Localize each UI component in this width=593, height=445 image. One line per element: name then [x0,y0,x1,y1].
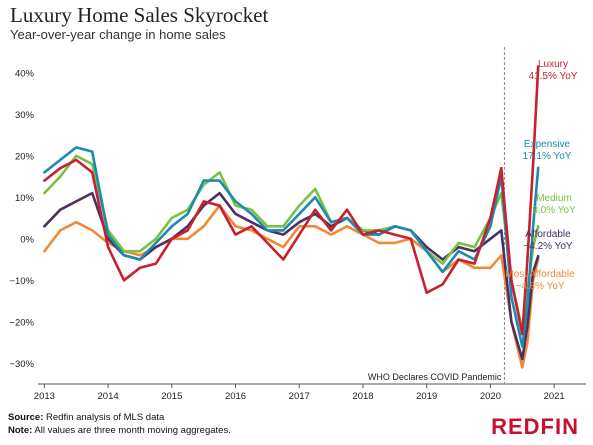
legend-value-medium: 3.0% YoY [532,205,576,216]
chart-subtitle: Year-over-year change in home sales [10,27,226,42]
source-label: Source: [8,412,44,423]
x-tick-label: 2021 [544,391,565,402]
covid-annotation: WHO Declares COVID Pandemic [368,47,505,384]
x-tick-label: 2018 [352,391,373,402]
legend-value-expensive: 17.1% YoY [523,151,572,162]
y-tick-label: 20% [15,151,35,162]
y-tick-label: −30% [9,359,34,370]
source-text: Redfin analysis of MLS data [46,412,165,423]
x-tick-label: 2016 [225,391,246,402]
series-line-medium [43,154,540,332]
series-line-expensive [43,146,540,348]
legend-value-affordable: −4.2% YoY [523,241,573,252]
y-tick-label: 40% [15,68,35,79]
note-label: Note: [8,425,33,436]
chart-axes: −30% −20% −10% 0% 10% 20% 30% 40% 2013 2014 2015 20… [9,68,586,402]
legend-name-medium: Medium [536,193,572,204]
legend-name-expensive: Expensive [524,139,571,150]
legend-value-luxury: 41.5% YoY [529,71,578,82]
x-tick-label: 2015 [161,391,182,402]
x-tick-label: 2020 [480,391,501,402]
series-line-most-affordable [43,204,540,369]
x-tick-label: 2014 [98,391,119,402]
x-tick-label: 2013 [34,391,55,402]
legend-name-most-affordable: Most Affordable [505,269,575,280]
legend-value-most-affordable: −4.8% YoY [515,281,565,292]
legend-name-affordable: Affordable [525,229,571,240]
covid-annotation-label: WHO Declares COVID Pandemic [368,372,502,382]
series-line-luxury [43,65,540,336]
chart-title: Luxury Home Sales Skyrocket [10,3,269,27]
y-tick-label: 0% [20,234,34,245]
series-labels: Most Affordable−4.8% YoY Affordable−4.2% … [505,59,577,292]
footnote: Note: All values are three month moving … [8,425,231,436]
y-tick-label: 10% [15,193,35,204]
source-note: Source: Redfin analysis of MLS data [8,412,164,423]
y-tick-label: 30% [15,110,35,121]
redfin-logo: REDFIN [491,414,579,439]
note-text: All values are three month moving aggreg… [34,425,231,436]
x-tick-label: 2017 [289,391,310,402]
series-lines [43,65,540,369]
y-tick-label: −20% [9,317,34,328]
y-tick-label: −10% [9,276,34,287]
x-tick-label: 2019 [416,391,437,402]
legend-name-luxury: Luxury [538,59,568,70]
